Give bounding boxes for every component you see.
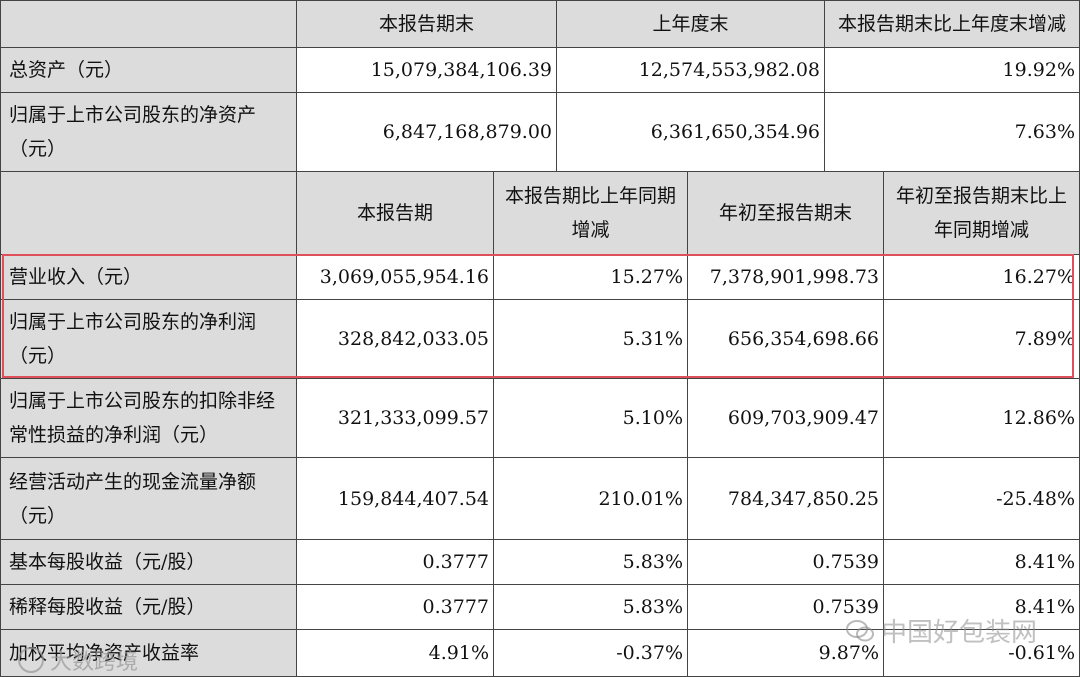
second-header-col3: 年初至报告期末 bbox=[687, 171, 884, 255]
row-label-net-profit: 归属于上市公司股东的净利润 （元） bbox=[0, 299, 297, 379]
cell-net-assets-change: 7.63% bbox=[824, 92, 1080, 172]
cell-basic-eps-period-change: 5.83% bbox=[493, 539, 688, 585]
top-header-col2: 上年度末 bbox=[556, 0, 825, 48]
cell-revenue-period: 3,069,055,954.16 bbox=[296, 254, 494, 300]
cell-weighted-roe-period: 4.91% bbox=[296, 629, 494, 677]
cell-net-profit-period: 328,842,033.05 bbox=[296, 299, 494, 379]
row-label-adjusted-net-profit: 归属于上市公司股东的扣除非经 常性损益的净利润（元） bbox=[0, 378, 297, 458]
cell-operating-cash-flow-period-change: 210.01% bbox=[493, 457, 688, 540]
cell-total-assets-prior: 12,574,553,982.08 bbox=[556, 47, 825, 93]
cell-adjusted-net-profit-period-change: 5.10% bbox=[493, 378, 688, 458]
watermark-left: 大数跨境 bbox=[18, 644, 138, 676]
cell-net-assets-current: 6,847,168,879.00 bbox=[296, 92, 557, 172]
cell-operating-cash-flow-period: 159,844,407.54 bbox=[296, 457, 494, 540]
wechat-icon bbox=[846, 619, 874, 641]
cell-basic-eps-period: 0.3777 bbox=[296, 539, 494, 585]
cell-total-assets-current: 15,079,384,106.39 bbox=[296, 47, 557, 93]
cell-net-profit-ytd-change: 7.89% bbox=[883, 299, 1080, 379]
cell-revenue-ytd-change: 16.27% bbox=[883, 254, 1080, 300]
cell-weighted-roe-ytd-change: -0.61% bbox=[883, 629, 1080, 677]
row-label-diluted-eps: 稀释每股收益（元/股） bbox=[0, 584, 297, 630]
cell-diluted-eps-ytd-change: 8.41% bbox=[883, 584, 1080, 630]
cell-basic-eps-ytd: 0.7539 bbox=[687, 539, 884, 585]
cell-net-assets-prior: 6,361,650,354.96 bbox=[556, 92, 825, 172]
cell-adjusted-net-profit-period: 321,333,099.57 bbox=[296, 378, 494, 458]
cell-net-profit-period-change: 5.31% bbox=[493, 299, 688, 379]
row-label-operating-cash-flow: 经营活动产生的现金流量净额 （元） bbox=[0, 457, 297, 540]
cell-basic-eps-ytd-change: 8.41% bbox=[883, 539, 1080, 585]
cell-operating-cash-flow-ytd-change: -25.48% bbox=[883, 457, 1080, 540]
cell-revenue-ytd: 7,378,901,998.73 bbox=[687, 254, 884, 300]
second-header-col2: 本报告期比上年同期 增减 bbox=[493, 171, 688, 255]
row-label-total-assets: 总资产（元） bbox=[0, 47, 297, 93]
watermark-right: 中国好包装网 bbox=[845, 612, 1037, 649]
top-header-col1: 本报告期末 bbox=[296, 0, 557, 48]
cell-weighted-roe-period-change: -0.37% bbox=[493, 629, 688, 677]
second-header-col4: 年初至报告期末比上 年同期增减 bbox=[883, 171, 1080, 255]
cell-diluted-eps-ytd: 0.7539 bbox=[687, 584, 884, 630]
row-label-net-assets: 归属于上市公司股东的净资产 （元） bbox=[0, 92, 297, 172]
cell-net-profit-ytd: 656,354,698.66 bbox=[687, 299, 884, 379]
cell-operating-cash-flow-ytd: 784,347,850.25 bbox=[687, 457, 884, 540]
cell-revenue-period-change: 15.27% bbox=[493, 254, 688, 300]
row-label-revenue: 营业收入（元） bbox=[0, 254, 297, 300]
cell-adjusted-net-profit-ytd-change: 12.86% bbox=[883, 378, 1080, 458]
top-header-empty bbox=[0, 0, 297, 48]
second-header-col1: 本报告期 bbox=[296, 171, 494, 255]
cell-diluted-eps-period-change: 5.83% bbox=[493, 584, 688, 630]
row-label-basic-eps: 基本每股收益（元/股） bbox=[0, 539, 297, 585]
row-label-weighted-roe: 加权平均净资产收益率 bbox=[0, 629, 297, 677]
second-header-empty bbox=[0, 171, 297, 255]
watermark-logo-icon bbox=[18, 647, 44, 673]
cell-total-assets-change: 19.92% bbox=[824, 47, 1080, 93]
cell-adjusted-net-profit-ytd: 609,703,909.47 bbox=[687, 378, 884, 458]
cell-diluted-eps-period: 0.3777 bbox=[296, 584, 494, 630]
top-header-col3: 本报告期末比上年度末增减 bbox=[824, 0, 1080, 48]
